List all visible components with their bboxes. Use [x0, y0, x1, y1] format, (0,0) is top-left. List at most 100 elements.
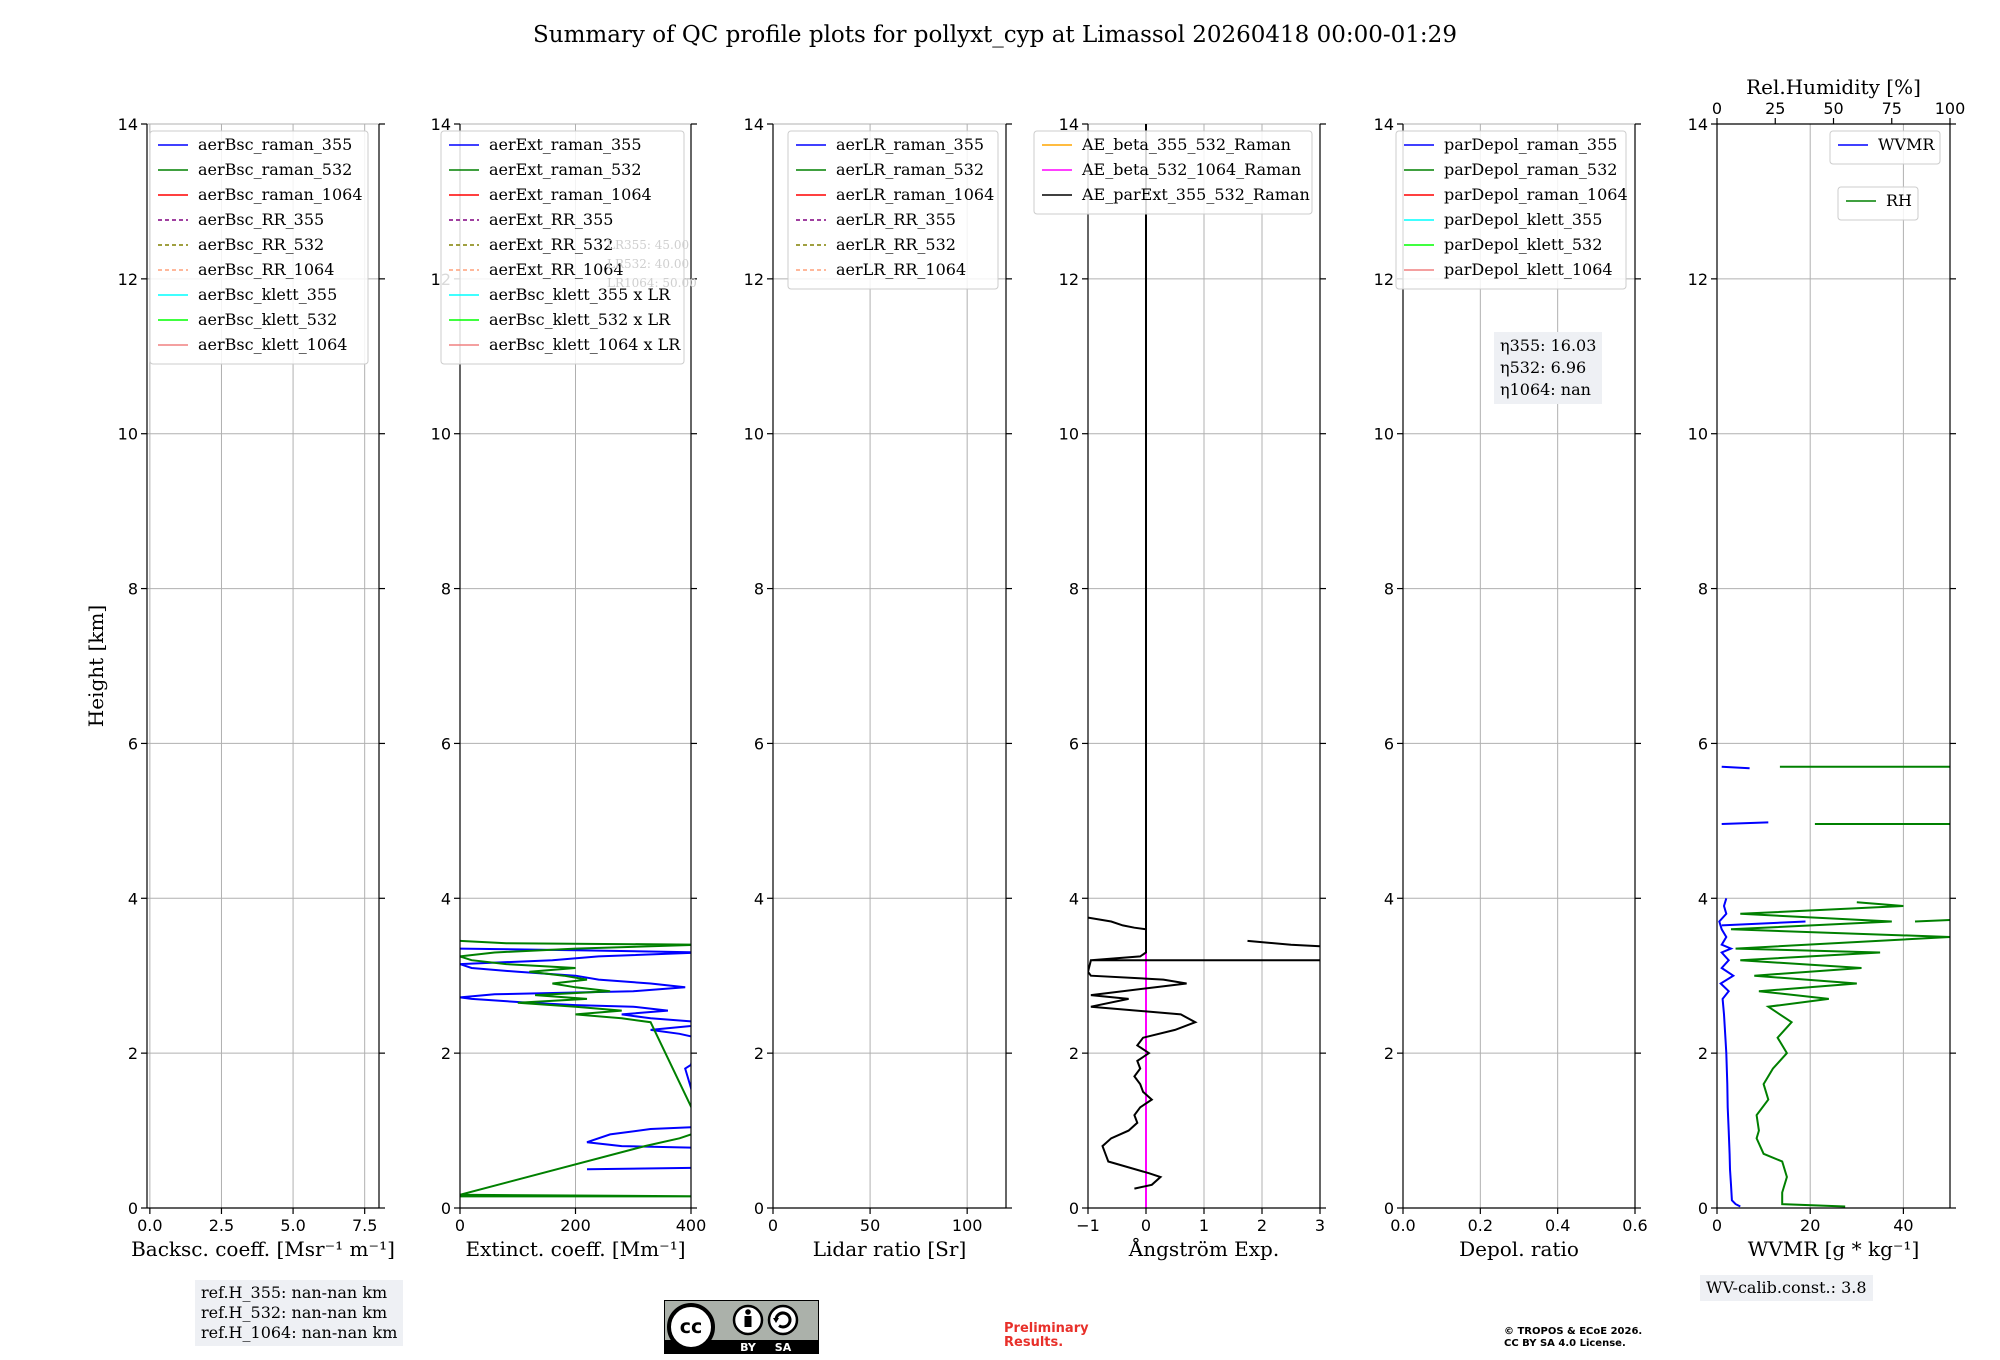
- legend-label: aerBsc_raman_532: [198, 160, 352, 179]
- x-tick-label: 0.0: [1390, 1216, 1415, 1235]
- x-tick-label: 0: [1712, 1216, 1722, 1235]
- wv-calib-box: WV-calib.const.: 3.8: [1700, 1275, 1873, 1301]
- panel-backscatter: 0 2 4 6 8 10 12 14 0.0 2.5 5.0 7.5 Backsc. coeff. [M…: [118, 115, 395, 1261]
- y-tick-label: 14: [1688, 115, 1708, 134]
- ref-height-355: ref.H_355: nan-nan km: [201, 1283, 388, 1302]
- y-tick-label: 2: [1698, 1044, 1708, 1063]
- legend-box: [1837, 186, 1919, 221]
- legend-label: aerLR_raman_1064: [836, 185, 994, 204]
- y-tick-label: 4: [128, 889, 138, 908]
- y-tick-label: 10: [1059, 425, 1079, 444]
- top-x-axis-label: Rel.Humidity [%]: [1746, 75, 1921, 99]
- legend-label: aerBsc_klett_532: [198, 310, 337, 329]
- lr-annotation: LR355: 45.00 LR532: 40.00 LR1064: 50.00: [607, 238, 697, 290]
- legend-box: [1395, 130, 1627, 290]
- legend-box: [440, 130, 685, 365]
- legend-label: parDepol_raman_355: [1444, 135, 1617, 154]
- y-tick-label: 10: [744, 425, 764, 444]
- copyright-line-1: © TROPOS & ECoE 2026.: [1504, 1326, 1643, 1337]
- legend-label: aerLR_RR_532: [836, 235, 956, 254]
- legend-label: aerExt_raman_532: [489, 160, 642, 179]
- y-tick-label: 8: [128, 580, 138, 599]
- legend: aerExt_raman_355 aerExt_raman_532 aerExt_r…: [440, 130, 685, 365]
- y-tick-label: 8: [441, 580, 451, 599]
- x-tick-label: 2.5: [209, 1216, 234, 1235]
- series-line-aerExt_raman_532: [460, 939, 691, 1198]
- y-tick-label: 14: [1374, 115, 1394, 134]
- legend-label: aerBsc_klett_355 x LR: [489, 285, 671, 304]
- panel-lidar_ratio: 0 2 4 6 8 10 12 14 0 50 100 Lidar ratio [Sr] aerLR_r…: [744, 115, 1012, 1261]
- y-tick-label: 10: [1374, 425, 1394, 444]
- y-tick-label: 14: [118, 115, 138, 134]
- y-tick-label: 10: [1688, 425, 1708, 444]
- x-tick-label: 40: [1893, 1216, 1913, 1235]
- ref-height-1064: ref.H_1064: nan-nan km: [201, 1323, 398, 1342]
- legend-label: aerBsc_klett_355: [198, 285, 337, 304]
- x-tick-label: 0: [1141, 1216, 1151, 1235]
- legend-box: [149, 130, 369, 365]
- legend: aerBsc_raman_355 aerBsc_raman_532 aerBsc_r…: [149, 130, 369, 365]
- series-line-RH_layer_1: [1914, 919, 1950, 923]
- lr-annotation-line: LR532: 40.00: [607, 257, 689, 271]
- y-tick-label: 2: [754, 1044, 764, 1063]
- y-tick-label: 14: [744, 115, 764, 134]
- x-tick-label: 5.0: [280, 1216, 305, 1235]
- legend: parDepol_raman_355 parDepol_raman_532 parD…: [1395, 130, 1628, 290]
- y-tick-label: 12: [118, 270, 138, 289]
- y-tick-label: 4: [441, 889, 451, 908]
- legend-label: aerExt_raman_1064: [489, 185, 652, 204]
- legend-label: parDepol_klett_355: [1444, 210, 1602, 229]
- y-tick-label: 6: [754, 734, 764, 753]
- y-tick-label: 4: [1069, 889, 1079, 908]
- y-tick-label: 6: [441, 734, 451, 753]
- series-line-AE_parExt_355_532_Raman_right: [1247, 939, 1320, 948]
- y-tick-label: 14: [1059, 115, 1079, 134]
- y-tick-label: 2: [1069, 1044, 1079, 1063]
- x-tick-label: 0.2: [1468, 1216, 1493, 1235]
- preliminary-note: Preliminary Results.: [1004, 1321, 1089, 1350]
- x-axis-label: Backsc. coeff. [Msr⁻¹ m⁻¹]: [131, 1237, 395, 1261]
- legend-label: aerExt_raman_355: [489, 135, 642, 154]
- legend-label: aerBsc_raman_355: [198, 135, 352, 154]
- y-tick-label: 8: [1069, 580, 1079, 599]
- y-tick-label: 6: [128, 734, 138, 753]
- x-tick-label: 0.0: [137, 1216, 162, 1235]
- x-tick-label: 20: [1800, 1216, 1820, 1235]
- y-tick-label: 12: [1059, 270, 1079, 289]
- y-tick-label: 12: [1688, 270, 1708, 289]
- y-tick-label: 4: [1698, 889, 1708, 908]
- legend-label: aerBsc_RR_1064: [198, 260, 334, 279]
- legend-label: AE_beta_355_532_Raman: [1081, 135, 1291, 154]
- legend-label: aerLR_raman_355: [836, 135, 984, 154]
- legend-label: aerLR_raman_532: [836, 160, 984, 179]
- ref-height-box: ref.H_355: nan-nan km ref.H_532: nan-nan…: [195, 1280, 404, 1346]
- legend-label: aerBsc_RR_532: [198, 235, 324, 254]
- legend-label: parDepol_klett_532: [1444, 235, 1602, 254]
- x-axis-label: WVMR [g * kg⁻¹]: [1748, 1237, 1920, 1261]
- legend-label: parDepol_raman_1064: [1444, 185, 1628, 204]
- legend-label: AE_beta_532_1064_Raman: [1081, 160, 1301, 179]
- figure-title: Summary of QC profile plots for pollyxt_…: [533, 22, 1457, 48]
- y-tick-label: 6: [1069, 734, 1079, 753]
- y-tick-label: 0: [754, 1199, 764, 1218]
- legend: aerLR_raman_355 aerLR_raman_532 aerLR_rama…: [787, 130, 999, 290]
- legend-box: [787, 130, 999, 290]
- legend-label: aerBsc_RR_355: [198, 210, 324, 229]
- x-tick-label: 2: [1257, 1216, 1267, 1235]
- legend-label: aerBsc_klett_532 x LR: [489, 310, 671, 329]
- series-line-aerExt_raman_355: [460, 947, 691, 1171]
- y-tick-label: 0: [1384, 1199, 1394, 1218]
- legend-label: parDepol_raman_532: [1444, 160, 1617, 179]
- panel-depol: 0 2 4 6 8 10 12 14 0.0 0.2 0.4 0.6 Depol. ratio parDe…: [1374, 115, 1648, 1261]
- x-tick-label: 400: [676, 1216, 707, 1235]
- y-tick-label: 0: [441, 1199, 451, 1218]
- y-tick-label: 12: [744, 270, 764, 289]
- legend-box: [1033, 130, 1313, 215]
- top-x-tick-label: 100: [1935, 99, 1966, 118]
- series-line-WVMR_layer_1: [1721, 920, 1806, 927]
- x-axis-label: Ångström Exp.: [1128, 1236, 1279, 1261]
- y-tick-label: 6: [1698, 734, 1708, 753]
- cc-license-badge[interactable]: cc BY SA: [664, 1300, 819, 1354]
